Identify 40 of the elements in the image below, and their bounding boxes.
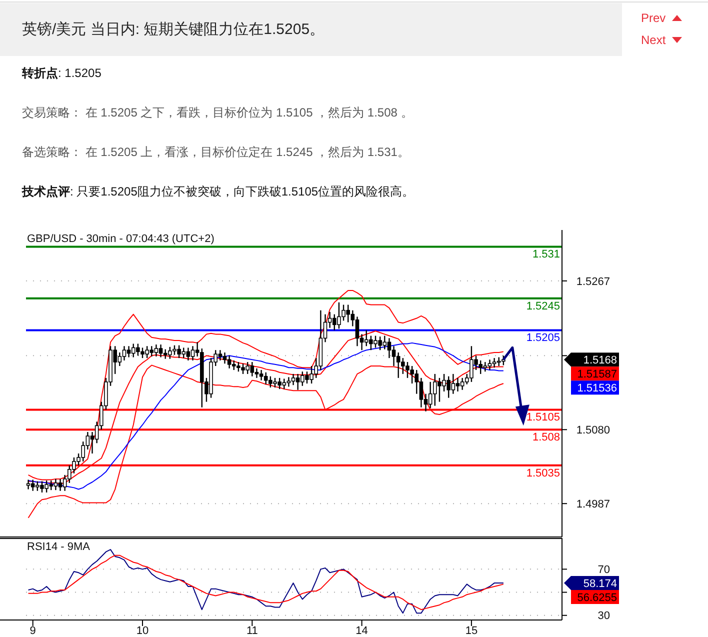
candlestick [222,352,227,364]
candlestick [488,359,492,371]
text: 技术点评: 只要1.5205阻力位不被突破，向下跌破1.5105位置的风险很高。 [21,184,414,198]
y-tick-label: 70 [598,564,610,576]
candlestick [190,346,195,362]
y-tick-label: 30 [598,610,610,622]
text: 1.51587 [577,368,617,380]
candlestick [355,316,360,347]
text: 1.5168 [583,354,617,366]
x-tick-label: 9 [30,625,36,637]
ref-line-label: 1.5245 [526,300,560,312]
text: Prev [641,11,666,25]
candlestick [456,377,460,392]
text: 转折点: 1.5205 [21,66,102,80]
ref-line-label: 1.531 [532,248,560,261]
x-tick-label: 11 [246,625,258,637]
text: 备选策略： 在 1.5205 上，看涨，目标价位定在 1.5245 ，然后为 1.531。 [22,145,410,159]
text: 56.6255 [577,592,617,604]
text: Next [641,33,666,47]
ref-line-label: 1.5205 [526,332,560,344]
y-tick-label: 1.4987 [576,498,610,510]
text: 58.174 [583,578,617,590]
text: 1.51536 [577,382,617,394]
y-tick-label: 1.5080 [576,424,610,436]
ref-line-label: 1.508 [532,432,560,444]
candlestick [158,344,163,358]
y-tick-label: 1.5267 [576,276,610,288]
x-tick-label: 14 [356,625,368,637]
candlestick [122,346,126,362]
candlestick [254,368,259,379]
text: 英镑/美元 当日内: 短期关键阻力位在1.5205。 [22,21,325,38]
chart-title: GBP/USD - 30min - 07:04:43 (UTC+2) [27,233,214,245]
ref-line-label: 1.5035 [526,467,560,480]
text: 交易策略： 在 1.5205 之下，看跌，目标价位为 1.5105 ，然后为 1.508 。 [22,106,413,120]
candlestick [291,373,296,386]
candlestick [58,478,62,492]
ref-line-label: 1.5105 [526,412,560,424]
x-tick-label: 15 [465,625,478,637]
x-tick-label: 10 [136,625,149,637]
chart-title: RSI14 - 9MA [27,541,91,553]
